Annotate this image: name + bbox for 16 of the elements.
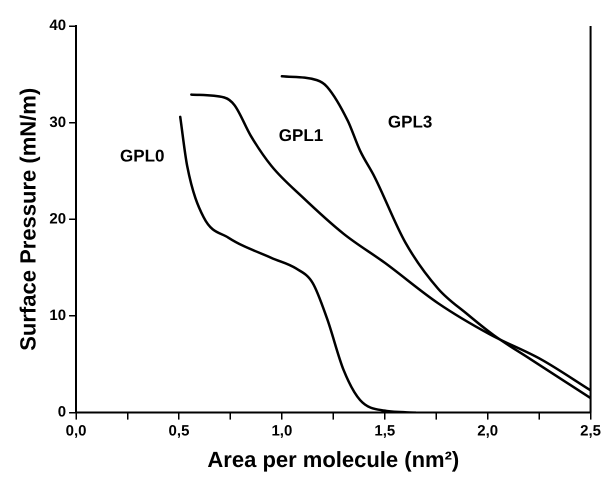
x-tick-label: 1,0: [271, 422, 292, 440]
series-label: GPL1: [278, 126, 324, 145]
y-tick-label: 30: [49, 114, 66, 131]
y-axis-title: Surface Pressure (mN/m): [15, 88, 40, 351]
x-tick-label: 2,5: [580, 422, 602, 440]
series-label: GPL0: [120, 146, 164, 166]
series-label: GPL3: [388, 112, 432, 132]
y-tick-label: 40: [49, 17, 66, 34]
x-tick-label: 0,5: [168, 422, 190, 440]
x-tick-label: 1,5: [374, 422, 396, 440]
y-tick-label: 10: [49, 307, 66, 324]
y-tick-label: 20: [49, 210, 66, 228]
x-axis-title: Area per molecule (nm²): [207, 446, 460, 472]
x-tick-label: 0,0: [66, 422, 87, 440]
x-tick-label: 2,0: [477, 422, 498, 440]
y-tick-label: 0: [58, 404, 66, 421]
